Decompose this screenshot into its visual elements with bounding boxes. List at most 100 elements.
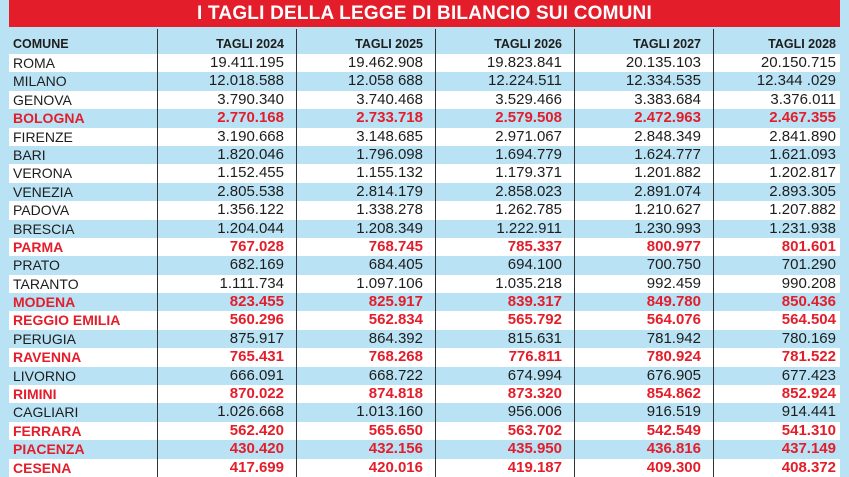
cell-2026: 674.994 [507, 366, 562, 384]
cell-2025: 12.058 688 [347, 72, 423, 90]
cell-2028: 12.344 .029 [756, 72, 836, 90]
cell-2028: 701.290 [781, 256, 836, 274]
cell-2026: 419.187 [507, 458, 562, 476]
cell-comune: GENOVA [13, 91, 72, 108]
cell-2024: 1.820.046 [217, 145, 284, 163]
cell-2025: 1.013.160 [356, 403, 423, 421]
cell-2028: 852.924 [781, 385, 836, 403]
cell-2028: 914.441 [781, 403, 836, 421]
cell-2026: 1.262.785 [495, 201, 562, 219]
cell-2025: 3.740.468 [356, 90, 423, 108]
table-row: MODENA 823.455 825.917 839.317 849.780 850.43… [9, 293, 840, 311]
cell-2026: 839.317 [507, 293, 562, 311]
cell-comune: REGGIO EMILIA [13, 312, 121, 329]
cell-2028: 781.522 [781, 348, 836, 366]
cell-2024: 1.026.668 [217, 403, 284, 421]
column-divider [713, 29, 714, 477]
cell-2028: 850.436 [781, 293, 836, 311]
table-row: VERONA 1.152.455 1.155.132 1.179.371 1.201.8… [9, 164, 840, 183]
table-row: CAGLIARI 1.026.668 1.013.160 956.006 916.519… [9, 403, 840, 421]
header-2024: TAGLI 2024 [216, 37, 284, 51]
cell-comune: TARANTO [13, 275, 79, 292]
cell-2025: 768.745 [368, 237, 423, 255]
table-row: PIACENZA 430.420 432.156 435.950 436.816 437.… [9, 440, 840, 458]
cell-2026: 3.529.466 [495, 90, 562, 108]
cell-2026: 19.823.841 [486, 54, 562, 71]
cell-2026: 785.337 [507, 237, 562, 255]
cell-2024: 430.420 [229, 440, 284, 458]
cell-2027: 700.750 [646, 256, 701, 274]
cell-2028: 541.310 [781, 421, 836, 439]
cell-2026: 956.006 [507, 403, 562, 421]
cell-2027: 564.076 [646, 311, 701, 329]
cell-2026: 1.694.779 [495, 145, 562, 163]
table-row: VENEZIA 2.805.538 2.814.179 2.858.023 2.891.… [9, 183, 840, 201]
cell-2024: 2.770.168 [217, 109, 284, 127]
cell-comune: VERONA [13, 165, 73, 182]
header-row: COMUNE TAGLI 2024 TAGLI 2025 TAGLI 2026 … [9, 35, 840, 54]
cell-2025: 874.818 [368, 385, 423, 403]
cell-comune: CAGLIARI [13, 404, 79, 421]
table-row: BOLOGNA 2.770.168 2.733.718 2.579.508 2.472.… [9, 109, 840, 127]
cell-2027: 780.924 [646, 348, 701, 366]
cell-2025: 565.650 [368, 421, 423, 439]
cell-2024: 682.169 [229, 256, 284, 274]
header-2027: TAGLI 2027 [633, 37, 701, 51]
cell-2026: 815.631 [507, 329, 562, 347]
cell-comune: MODENA [13, 294, 76, 311]
table-row: RIMINI 870.022 874.818 873.320 854.862 852.92… [9, 385, 840, 404]
cell-comune: PERUGIA [13, 330, 77, 347]
cell-2024: 2.805.538 [217, 182, 284, 200]
cell-2027: 2.472.963 [634, 109, 701, 127]
cell-comune: VENEZIA [13, 183, 73, 200]
header-2025: TAGLI 2025 [355, 37, 423, 51]
cell-2025: 1.155.132 [356, 164, 423, 182]
column-divider [296, 29, 297, 477]
cell-2028: 1.202.817 [769, 164, 836, 182]
cell-2025: 668.722 [368, 366, 423, 384]
cell-2028: 801.601 [781, 237, 836, 255]
cell-2025: 420.016 [368, 458, 423, 476]
cell-2026: 1.035.218 [495, 274, 562, 292]
cell-2027: 1.210.627 [634, 201, 701, 219]
table-row: PERUGIA 875.917 864.392 815.631 781.942 780.1… [9, 330, 840, 348]
table-row: PRATO 682.169 684.405 694.100 700.750 701.290 [9, 256, 840, 274]
cell-2027: 854.862 [646, 385, 701, 403]
cell-2026: 1.222.911 [496, 219, 562, 237]
cell-2028: 437.149 [781, 440, 836, 458]
cell-comune: PARMA [13, 238, 64, 255]
cell-2025: 825.917 [368, 293, 423, 311]
header-2026: TAGLI 2026 [494, 37, 562, 51]
cell-2024: 560.296 [229, 311, 284, 329]
cell-2027: 781.942 [646, 329, 701, 347]
cell-2026: 565.792 [507, 311, 562, 329]
cell-comune: PRATO [13, 257, 60, 274]
cell-2025: 432.156 [368, 440, 423, 458]
cell-2026: 873.320 [507, 385, 562, 403]
cell-2026: 1.179.371 [495, 164, 562, 182]
cell-2027: 20.135.103 [625, 54, 701, 71]
cell-2028: 20.150.715 [760, 54, 836, 71]
cell-comune: FIRENZE [13, 128, 73, 145]
cell-comune: BOLOGNA [13, 110, 85, 127]
cell-comune: PIACENZA [13, 441, 85, 458]
cell-2028: 1.207.882 [769, 201, 836, 219]
cell-2027: 1.624.777 [634, 145, 701, 163]
cell-2024: 417.699 [229, 458, 284, 476]
header-comune: COMUNE [13, 37, 69, 51]
cell-2024: 823.455 [229, 293, 284, 311]
cell-2027: 12.334.535 [625, 72, 701, 90]
cell-2028: 990.208 [781, 274, 836, 292]
table-row: BRESCIA 1.204.044 1.208.349 1.222.911 1.230.… [9, 220, 840, 238]
cell-2025: 2.733.718 [356, 109, 423, 127]
cell-2026: 435.950 [507, 440, 562, 458]
cell-comune: LIVORNO [13, 367, 77, 384]
cell-comune: CESENA [13, 459, 72, 476]
cell-2028: 2.841.890 [769, 127, 836, 145]
cell-2027: 542.549 [646, 421, 701, 439]
cell-2025: 1.338.278 [356, 201, 423, 219]
cell-2026: 2.971.067 [495, 127, 562, 145]
column-divider [574, 29, 575, 477]
cell-2024: 1.356.122 [217, 201, 284, 219]
table-row: REGGIO EMILIA 560.296 562.834 565.792 564.07… [9, 311, 840, 330]
